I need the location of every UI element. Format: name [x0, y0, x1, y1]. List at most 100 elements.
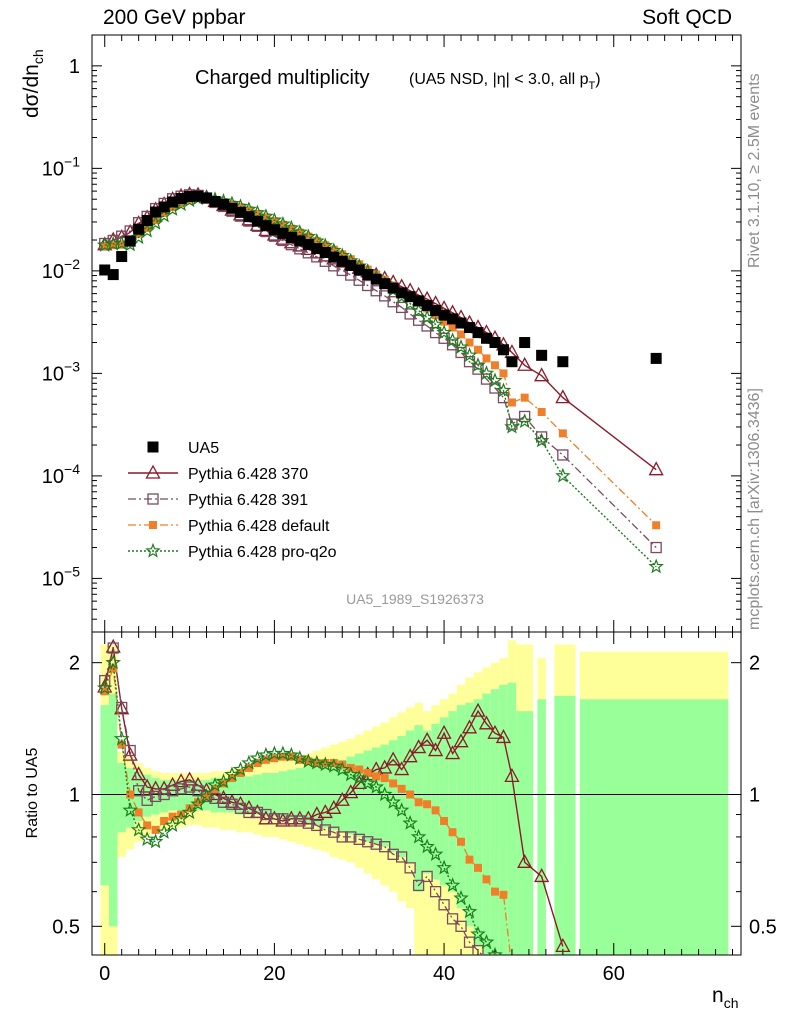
legend-marker: [145, 464, 161, 479]
ratio-series-point: [438, 899, 450, 911]
ua5-data-point: [489, 337, 501, 349]
band-inner: [312, 764, 322, 826]
ratio-series-point: [436, 724, 452, 739]
ratio-series-point: [334, 761, 350, 777]
ratio-series-point: [261, 755, 270, 764]
ratio-series-point: [470, 925, 486, 941]
main-series-point: [652, 521, 661, 530]
ratio-series-point: [504, 768, 520, 783]
ratio-series-point: [260, 808, 272, 821]
ratio-series-point: [149, 790, 162, 803]
main-series-point: [266, 211, 283, 227]
main-series-point: [534, 367, 550, 382]
ua5-data-point: [370, 273, 382, 285]
band-inner: [363, 750, 372, 842]
main-series-point: [96, 237, 113, 252]
ratio-plot-frame: [91, 631, 742, 956]
ua5-data-point: [455, 317, 467, 329]
ratio-series-point: [463, 936, 476, 948]
main-series-point: [516, 413, 533, 429]
ratio-series-point: [287, 752, 296, 761]
ratio-series-point: [268, 813, 281, 825]
ratio-series-point: [308, 754, 325, 770]
band-inner: [354, 753, 364, 837]
main-series-point: [478, 365, 495, 380]
ratio-axes-box: [91, 631, 742, 956]
band-inner: [490, 689, 500, 955]
header-category-label: Soft QCD: [642, 6, 732, 29]
ua5-data-point: [175, 193, 187, 205]
ratio-series-point: [423, 800, 432, 809]
ua5-data-point: [353, 264, 365, 276]
main-series-point: [379, 290, 391, 302]
ratio-series-point: [461, 903, 478, 919]
band-inner: [482, 693, 491, 955]
ratio-y-tick-label-right: 2: [749, 653, 760, 675]
ratio-series-point: [457, 837, 466, 846]
main-series-point: [278, 220, 287, 229]
ratio-series-point: [478, 934, 495, 949]
ratio-y-tick-label-right: 1: [749, 784, 760, 806]
ratio-series-point: [397, 784, 406, 793]
ratio-series-point: [343, 784, 359, 799]
main-series-point: [427, 316, 444, 332]
main-series-point: [555, 389, 571, 404]
ratio-series-point: [406, 790, 415, 799]
ratio-series-point: [285, 815, 298, 827]
band-inner: [100, 705, 109, 886]
main-series-point: [355, 260, 364, 269]
ratio-series-point: [412, 879, 425, 892]
main-series-ua5: [99, 190, 662, 368]
ratio-series-point: [353, 833, 365, 845]
ua5-data-point: [167, 196, 179, 208]
band-inner: [431, 723, 440, 880]
ratio-series-point: [175, 783, 187, 795]
main-plot-frame: [91, 34, 742, 633]
ua5-data-point: [430, 305, 442, 317]
ratio-y-tick-label: 1: [69, 784, 80, 806]
main-series-point: [557, 449, 569, 461]
band-inner: [380, 744, 389, 847]
ratio-x-tick-label: 60: [603, 963, 625, 985]
ua5-data-point: [557, 356, 569, 368]
main-y-tick-label: 10−2: [42, 256, 80, 283]
ratio-series-point: [487, 946, 503, 955]
legend-label: UA5: [188, 440, 219, 457]
ratio-y-axis-label: Ratio to UA5: [24, 748, 41, 839]
ratio-series-point: [326, 799, 342, 814]
ua5-data-point: [336, 255, 348, 267]
ratio-series-point: [275, 745, 291, 761]
ratio-series-point: [419, 838, 435, 854]
ratio-series-point: [277, 813, 289, 825]
band-inner: [579, 699, 729, 955]
ua5-data-point: [345, 259, 357, 271]
main-y-tick-label: 1: [69, 56, 80, 78]
ratio-series-p391: [99, 642, 484, 955]
ratio-series-point: [126, 790, 135, 799]
main-series-line: [104, 197, 657, 568]
ratio-series-proq2o: [96, 654, 503, 955]
ratio-series-point: [343, 766, 359, 782]
ratio-series-point: [251, 806, 264, 819]
main-series-point: [558, 429, 567, 438]
ratio-series-point: [517, 853, 533, 868]
ua5-data-point: [480, 332, 492, 344]
ratio-series-point: [410, 828, 427, 844]
analysis-label: UA5_1989_S1926373: [346, 591, 484, 607]
ratio-series-point: [234, 802, 247, 814]
band-inner: [499, 684, 508, 955]
ratio-series-point: [362, 836, 374, 848]
x-axis-label: nch: [712, 984, 738, 1011]
ratio-series-point: [444, 877, 461, 893]
band-inner: [414, 725, 423, 892]
ua5-data-point: [519, 337, 531, 349]
ratio-series-point: [202, 792, 211, 801]
ratio-series-point: [427, 742, 444, 757]
ratio-series-point: [355, 765, 364, 774]
legend-label: Pythia 6.428 370: [188, 466, 308, 483]
main-series-point: [249, 204, 266, 220]
ratio-series-point: [244, 763, 253, 772]
band-inner: [338, 759, 347, 833]
ratio-series-point: [181, 771, 198, 786]
legend-entry: Pythia 6.428 pro-q2o: [128, 542, 337, 561]
